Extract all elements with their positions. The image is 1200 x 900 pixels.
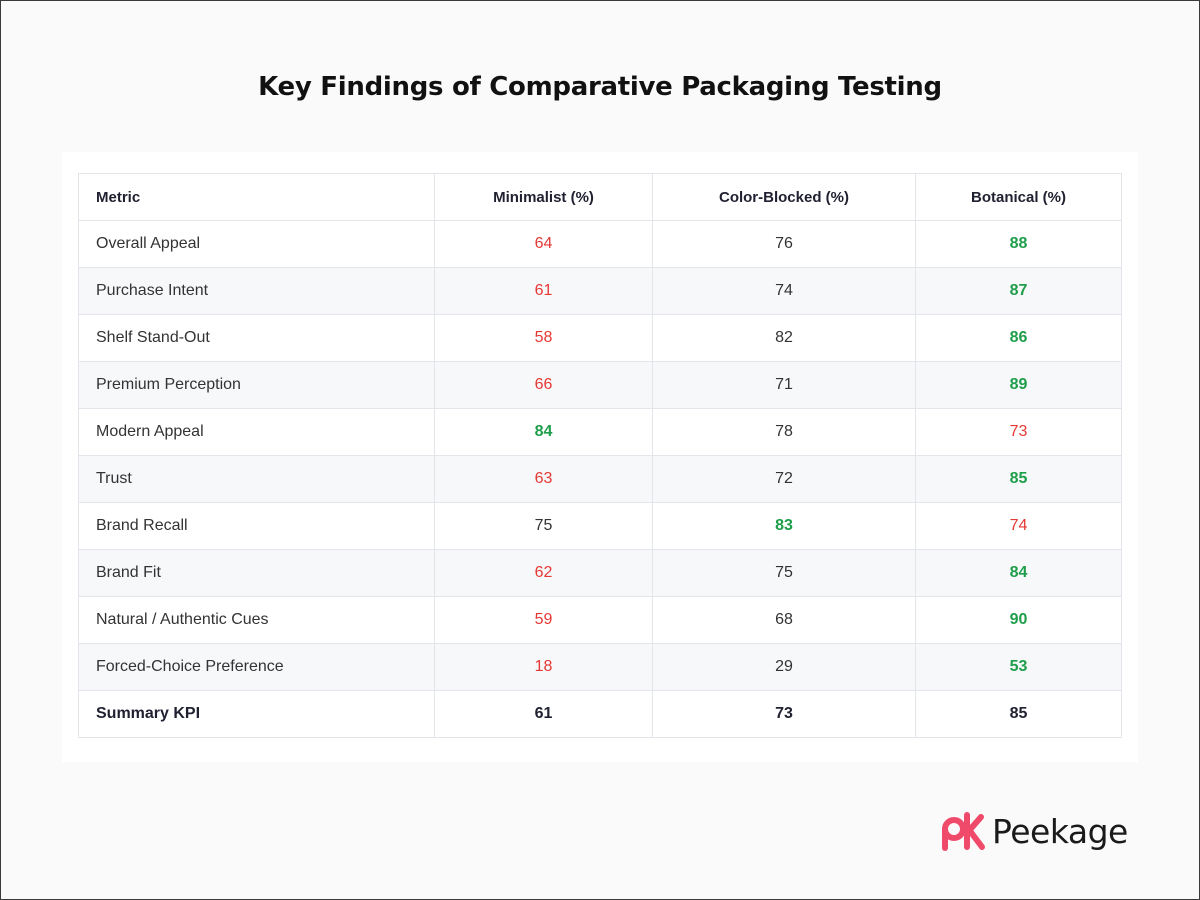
value-cell-botanical: 86 (915, 314, 1122, 362)
metric-cell: Brand Fit (78, 549, 435, 597)
metric-cell: Modern Appeal (78, 408, 435, 456)
value-cell-minimalist: 75 (434, 502, 653, 550)
table-row: Trust 63 72 85 (78, 455, 1122, 503)
value-cell-minimalist: 59 (434, 596, 653, 644)
metric-cell: Brand Recall (78, 502, 435, 550)
metric-cell: Trust (78, 455, 435, 503)
value-cell-color-blocked: 29 (652, 643, 916, 691)
value-cell-minimalist: 62 (434, 549, 653, 597)
brand-logo: Peekage (940, 808, 1128, 854)
table-row: Natural / Authentic Cues 59 68 90 (78, 596, 1122, 644)
value-cell-botanical: 85 (915, 455, 1122, 503)
column-header-metric: Metric (78, 173, 435, 221)
value-cell-color-blocked: 82 (652, 314, 916, 362)
page-title: Key Findings of Comparative Packaging Te… (258, 72, 942, 102)
value-cell-minimalist: 61 (434, 267, 653, 315)
value-cell-botanical: 85 (915, 690, 1122, 738)
value-cell-botanical: 88 (915, 220, 1122, 268)
table-row: Overall Appeal 64 76 88 (78, 220, 1122, 268)
value-cell-color-blocked: 78 (652, 408, 916, 456)
metric-cell: Shelf Stand-Out (78, 314, 435, 362)
summary-row: Summary KPI 61 73 85 (78, 690, 1122, 738)
metric-cell: Forced-Choice Preference (78, 643, 435, 691)
column-header-color-blocked: Color-Blocked (%) (652, 173, 916, 221)
value-cell-color-blocked: 72 (652, 455, 916, 503)
table-row: Brand Recall 75 83 74 (78, 502, 1122, 550)
value-cell-color-blocked: 76 (652, 220, 916, 268)
table-row: Premium Perception 66 71 89 (78, 361, 1122, 409)
value-cell-botanical: 87 (915, 267, 1122, 315)
value-cell-minimalist: 84 (434, 408, 653, 456)
value-cell-botanical: 84 (915, 549, 1122, 597)
table-row: Brand Fit 62 75 84 (78, 549, 1122, 597)
value-cell-minimalist: 64 (434, 220, 653, 268)
column-header-minimalist: Minimalist (%) (434, 173, 653, 221)
value-cell-color-blocked: 71 (652, 361, 916, 409)
table-card: Metric Minimalist (%) Color-Blocked (%) … (62, 152, 1138, 762)
value-cell-color-blocked: 68 (652, 596, 916, 644)
table-body: Overall Appeal 64 76 88 Purchase Intent 61 74 8… (78, 220, 1122, 738)
value-cell-botanical: 53 (915, 643, 1122, 691)
value-cell-minimalist: 63 (434, 455, 653, 503)
value-cell-color-blocked: 75 (652, 549, 916, 597)
value-cell-color-blocked: 83 (652, 502, 916, 550)
value-cell-minimalist: 66 (434, 361, 653, 409)
value-cell-botanical: 90 (915, 596, 1122, 644)
findings-table: Metric Minimalist (%) Color-Blocked (%) … (78, 173, 1122, 738)
table-row: Shelf Stand-Out 58 82 86 (78, 314, 1122, 362)
value-cell-color-blocked: 73 (652, 690, 916, 738)
table-row: Forced-Choice Preference 18 29 53 (78, 643, 1122, 691)
peekage-logo-icon (942, 812, 985, 851)
value-cell-botanical: 73 (915, 408, 1122, 456)
value-cell-color-blocked: 74 (652, 267, 916, 315)
metric-cell: Overall Appeal (78, 220, 435, 268)
table-row: Purchase Intent 61 74 87 (78, 267, 1122, 315)
value-cell-botanical: 74 (915, 502, 1122, 550)
value-cell-minimalist: 58 (434, 314, 653, 362)
metric-cell: Natural / Authentic Cues (78, 596, 435, 644)
value-cell-botanical: 89 (915, 361, 1122, 409)
metric-cell: Purchase Intent (78, 267, 435, 315)
table-row: Modern Appeal 84 78 73 (78, 408, 1122, 456)
value-cell-minimalist: 18 (434, 643, 653, 691)
metric-cell: Summary KPI (78, 690, 435, 738)
metric-cell: Premium Perception (78, 361, 435, 409)
brand-name: Peekage (992, 811, 1128, 851)
table-header-row: Metric Minimalist (%) Color-Blocked (%) … (78, 173, 1122, 221)
value-cell-minimalist: 61 (434, 690, 653, 738)
column-header-botanical: Botanical (%) (915, 173, 1122, 221)
